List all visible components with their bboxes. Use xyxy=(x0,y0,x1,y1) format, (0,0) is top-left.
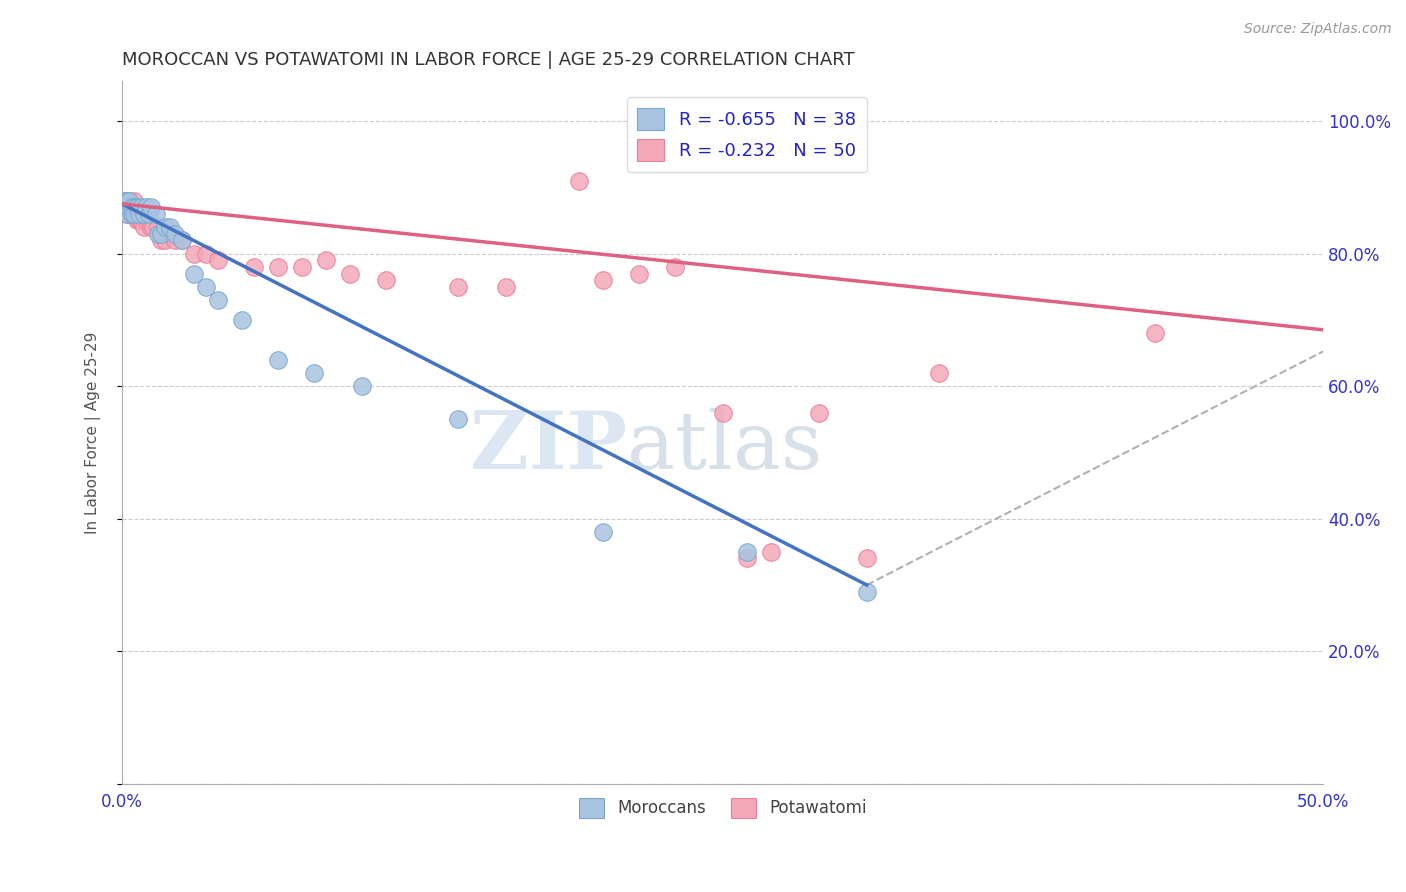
Point xyxy=(122,207,145,221)
Point xyxy=(115,207,138,221)
Point xyxy=(183,267,205,281)
Point xyxy=(146,227,169,241)
Text: ZIP: ZIP xyxy=(470,408,627,485)
Point xyxy=(118,207,141,221)
Point xyxy=(121,200,143,214)
Point xyxy=(172,233,194,247)
Point xyxy=(125,200,148,214)
Point xyxy=(1143,326,1166,340)
Point xyxy=(627,267,650,281)
Point xyxy=(664,260,686,274)
Point xyxy=(447,412,470,426)
Point xyxy=(122,200,145,214)
Point xyxy=(291,260,314,274)
Text: atlas: atlas xyxy=(627,408,821,485)
Point xyxy=(711,406,734,420)
Point xyxy=(735,551,758,566)
Point xyxy=(142,220,165,235)
Point xyxy=(118,194,141,208)
Point xyxy=(195,279,218,293)
Text: MOROCCAN VS POTAWATOMI IN LABOR FORCE | AGE 25-29 CORRELATION CHART: MOROCCAN VS POTAWATOMI IN LABOR FORCE | … xyxy=(122,51,855,69)
Point xyxy=(159,227,181,241)
Point xyxy=(118,200,141,214)
Point xyxy=(267,352,290,367)
Point xyxy=(138,213,160,227)
Legend: Moroccans, Potawatomi: Moroccans, Potawatomi xyxy=(572,791,873,824)
Point xyxy=(207,253,229,268)
Point xyxy=(121,207,143,221)
Point xyxy=(195,246,218,260)
Point xyxy=(131,200,153,214)
Point xyxy=(135,213,157,227)
Y-axis label: In Labor Force | Age 25-29: In Labor Force | Age 25-29 xyxy=(86,331,101,533)
Point xyxy=(115,194,138,208)
Point xyxy=(125,213,148,227)
Point xyxy=(114,194,136,208)
Point xyxy=(172,233,194,247)
Point xyxy=(139,200,162,214)
Point xyxy=(125,200,148,214)
Point xyxy=(447,279,470,293)
Point xyxy=(122,207,145,221)
Point xyxy=(118,194,141,208)
Point xyxy=(146,220,169,235)
Point xyxy=(339,267,361,281)
Point xyxy=(592,273,614,287)
Point xyxy=(114,200,136,214)
Point xyxy=(315,253,337,268)
Point xyxy=(207,293,229,307)
Point xyxy=(243,260,266,274)
Text: Source: ZipAtlas.com: Source: ZipAtlas.com xyxy=(1244,22,1392,37)
Point xyxy=(149,227,172,241)
Point xyxy=(267,260,290,274)
Point xyxy=(592,524,614,539)
Point xyxy=(121,200,143,214)
Point xyxy=(735,545,758,559)
Point xyxy=(567,174,589,188)
Point xyxy=(231,313,253,327)
Point xyxy=(138,207,160,221)
Point xyxy=(159,220,181,235)
Point xyxy=(115,200,138,214)
Point xyxy=(149,233,172,247)
Point xyxy=(128,207,150,221)
Point xyxy=(114,200,136,214)
Point xyxy=(122,194,145,208)
Point xyxy=(114,200,136,214)
Point xyxy=(135,200,157,214)
Point xyxy=(352,379,374,393)
Point xyxy=(115,207,138,221)
Point xyxy=(145,207,167,221)
Point xyxy=(155,233,177,247)
Point xyxy=(855,584,877,599)
Point xyxy=(759,545,782,559)
Point xyxy=(132,207,155,221)
Point xyxy=(128,207,150,221)
Point xyxy=(121,207,143,221)
Point xyxy=(122,200,145,214)
Point xyxy=(114,194,136,208)
Point xyxy=(304,366,326,380)
Point xyxy=(855,551,877,566)
Point xyxy=(183,246,205,260)
Point xyxy=(115,200,138,214)
Point xyxy=(375,273,398,287)
Point xyxy=(928,366,950,380)
Point xyxy=(155,220,177,235)
Point xyxy=(139,220,162,235)
Point xyxy=(128,213,150,227)
Point xyxy=(131,213,153,227)
Point xyxy=(495,279,517,293)
Point xyxy=(132,220,155,235)
Point xyxy=(163,233,186,247)
Point xyxy=(807,406,830,420)
Point xyxy=(163,227,186,241)
Point xyxy=(118,200,141,214)
Point xyxy=(125,207,148,221)
